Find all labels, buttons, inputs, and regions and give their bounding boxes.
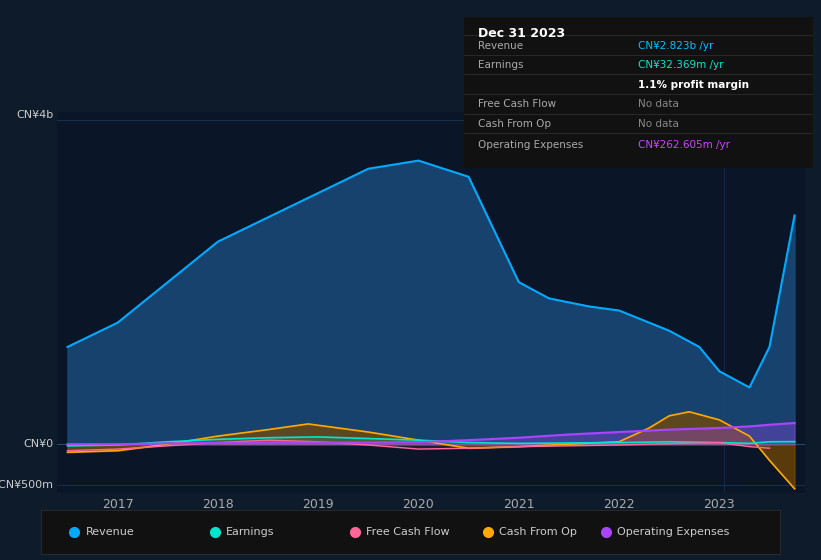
Text: Operating Expenses: Operating Expenses (478, 141, 583, 150)
Text: Cash From Op: Cash From Op (478, 119, 551, 129)
Text: Revenue: Revenue (85, 527, 134, 537)
Text: CN¥4b: CN¥4b (16, 110, 53, 120)
Text: -CN¥500m: -CN¥500m (0, 480, 53, 489)
Text: No data: No data (639, 100, 679, 110)
Text: No data: No data (639, 119, 679, 129)
Text: CN¥32.369m /yr: CN¥32.369m /yr (639, 60, 724, 70)
Text: 1.1% profit margin: 1.1% profit margin (639, 80, 750, 90)
Text: CN¥0: CN¥0 (24, 439, 53, 449)
Text: Revenue: Revenue (478, 40, 523, 50)
Text: Free Cash Flow: Free Cash Flow (478, 100, 556, 110)
Text: Dec 31 2023: Dec 31 2023 (478, 27, 565, 40)
Text: CN¥2.823b /yr: CN¥2.823b /yr (639, 40, 713, 50)
Text: Cash From Op: Cash From Op (499, 527, 577, 537)
Text: Operating Expenses: Operating Expenses (617, 527, 730, 537)
Text: CN¥262.605m /yr: CN¥262.605m /yr (639, 141, 731, 150)
Text: Earnings: Earnings (478, 60, 523, 70)
Text: Free Cash Flow: Free Cash Flow (366, 527, 450, 537)
Text: Earnings: Earnings (226, 527, 274, 537)
